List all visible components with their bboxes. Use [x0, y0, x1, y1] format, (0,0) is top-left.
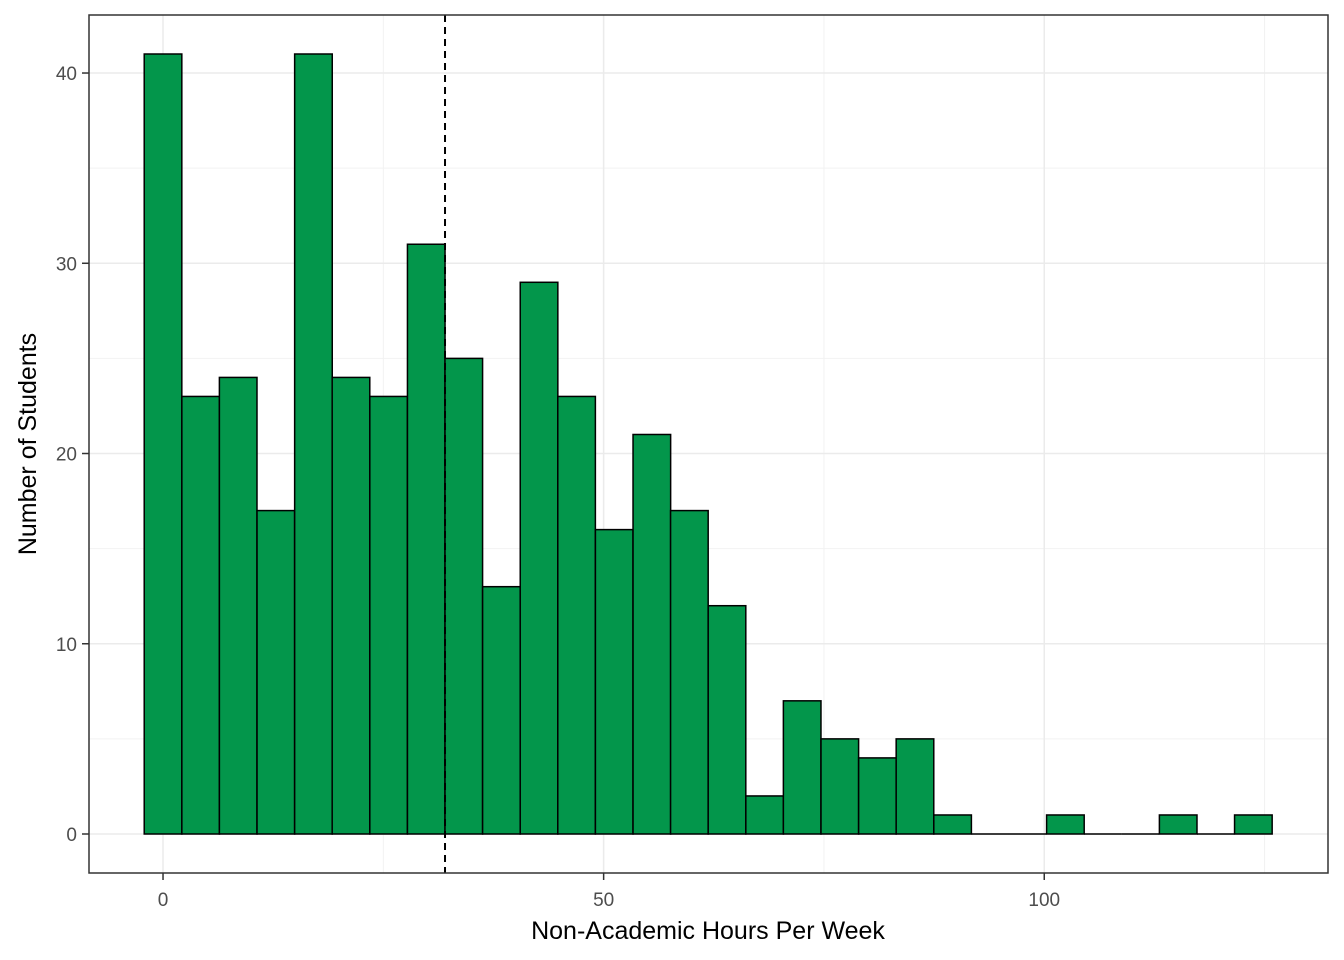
x-axis-title: Non-Academic Hours Per Week — [531, 917, 885, 945]
histogram-bar — [256, 509, 296, 835]
x-tick-label: 0 — [158, 890, 169, 911]
histogram-bar — [933, 814, 973, 835]
histogram-bar — [820, 738, 860, 835]
histogram-bar — [745, 795, 785, 835]
histogram-bar — [707, 604, 747, 835]
histogram-bar — [632, 433, 672, 835]
histogram-bar — [895, 738, 935, 835]
histogram-bar — [143, 53, 183, 835]
histogram-bar — [369, 395, 409, 835]
histogram-bar — [218, 376, 258, 835]
y-tick-label: 30 — [56, 254, 77, 275]
histogram-bar — [1045, 814, 1085, 835]
y-tick-label: 10 — [56, 635, 77, 656]
histogram-bar — [669, 509, 709, 835]
axis-ticks: 0 10 20 30 40 0 50 100 — [56, 64, 1060, 911]
histogram-bar — [444, 357, 484, 835]
y-axis-title: Number of Students — [14, 333, 42, 555]
panel-border — [88, 14, 1329, 874]
histogram-bar — [331, 376, 371, 835]
bars — [143, 53, 1273, 835]
histogram-bar — [1233, 814, 1273, 835]
histogram-bar — [1158, 814, 1198, 835]
histogram-bar — [594, 528, 634, 835]
histogram-bar — [557, 395, 597, 835]
y-tick-label: 40 — [56, 64, 77, 85]
histogram-bar — [782, 700, 822, 835]
x-tick-label: 100 — [1028, 890, 1060, 911]
histogram-bar — [293, 53, 333, 835]
histogram-bar — [857, 757, 897, 835]
y-tick-label: 20 — [56, 445, 77, 466]
y-tick-label: 0 — [66, 825, 77, 846]
x-tick-label: 50 — [593, 890, 614, 911]
histogram-bar — [481, 585, 521, 835]
histogram-bar — [406, 243, 446, 835]
histogram-bar — [519, 281, 559, 835]
histogram-bar — [181, 395, 221, 835]
